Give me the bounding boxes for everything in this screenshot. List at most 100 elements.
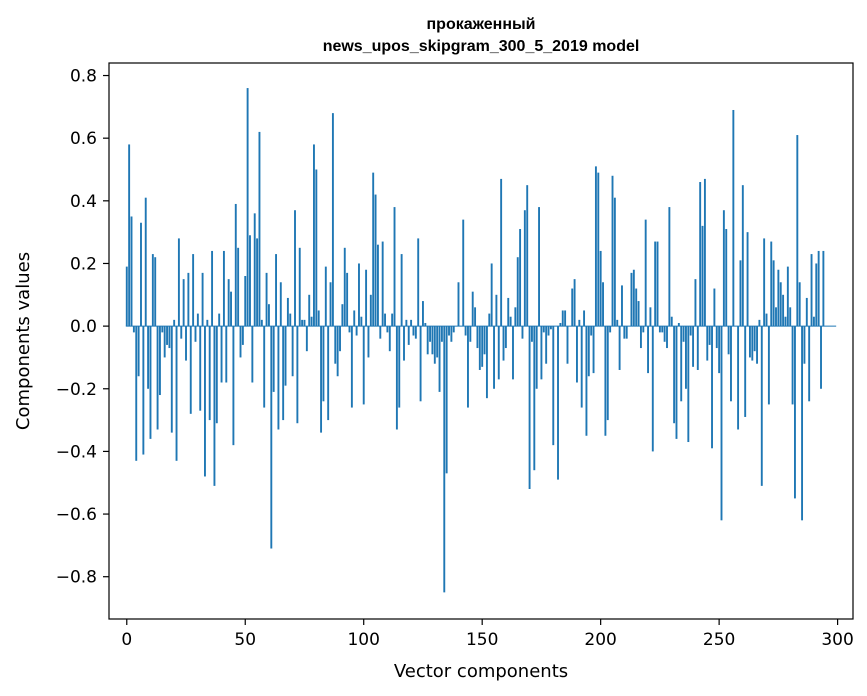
bar-294 — [822, 250, 825, 327]
bar-22 — [177, 238, 180, 327]
bar-114 — [395, 326, 398, 430]
x-axis-ticks: 0 50 100 150 200 250 300 — [121, 619, 854, 650]
bar-200 — [599, 250, 602, 327]
bar-162 — [509, 316, 512, 327]
bar-223 — [654, 241, 657, 327]
bar-284 — [798, 282, 801, 327]
bar-142 — [462, 219, 465, 327]
bar-163 — [512, 326, 514, 380]
bar-73 — [298, 247, 301, 327]
bar-259 — [739, 260, 742, 327]
y-tick-label-0.4: 0.4 — [70, 192, 97, 212]
bar-101 — [365, 269, 368, 327]
x-tick-label-250: 250 — [703, 630, 735, 650]
bar-3 — [132, 326, 135, 333]
bar-124 — [419, 326, 422, 402]
bar-65 — [279, 282, 282, 327]
bar-77 — [308, 294, 311, 327]
bar-161 — [507, 297, 510, 327]
x-tick-label-300: 300 — [821, 630, 853, 650]
bar-191 — [578, 319, 581, 327]
bar-265 — [753, 326, 756, 352]
bar-110 — [386, 326, 389, 333]
bar-130 — [433, 326, 436, 364]
bar-214 — [632, 269, 635, 327]
bar-222 — [651, 326, 654, 452]
bar-42 — [225, 326, 228, 383]
bar-256 — [732, 109, 735, 327]
bar-272 — [770, 241, 773, 327]
bar-246 — [708, 326, 711, 345]
bar-84 — [324, 266, 327, 327]
bar-174 — [538, 207, 540, 327]
bar-239 — [692, 326, 695, 367]
bar-79 — [313, 144, 315, 327]
bar-190 — [576, 326, 578, 383]
bar-213 — [630, 272, 633, 327]
bar-171 — [530, 326, 533, 342]
bar-255 — [730, 326, 732, 402]
bar-140 — [457, 282, 460, 327]
bar-287 — [805, 297, 808, 327]
bar-6 — [140, 222, 142, 327]
bar-288 — [808, 326, 811, 402]
bar-245 — [706, 326, 709, 361]
bar-81 — [317, 310, 320, 327]
bars-group — [125, 88, 825, 593]
bar-136 — [448, 326, 450, 336]
bar-234 — [680, 326, 683, 402]
bar-208 — [618, 326, 621, 370]
bar-169 — [526, 185, 529, 327]
bar-18 — [168, 326, 171, 349]
bar-180 — [552, 326, 555, 446]
bar-78 — [310, 316, 313, 327]
x-tick-label-0: 0 — [121, 630, 132, 650]
x-tick-label-150: 150 — [466, 630, 498, 650]
bar-118 — [405, 319, 408, 327]
bar-21 — [175, 326, 178, 461]
bar-165 — [516, 257, 519, 327]
bar-103 — [369, 294, 372, 327]
bar-172 — [533, 326, 536, 471]
bar-45 — [232, 326, 235, 446]
bar-274 — [775, 307, 777, 327]
bar-128 — [429, 326, 432, 342]
bar-268 — [760, 326, 763, 486]
bar-228 — [666, 326, 668, 349]
bar-179 — [549, 326, 552, 330]
bar-116 — [400, 254, 403, 327]
bar-183 — [559, 322, 562, 327]
bar-35 — [208, 326, 211, 421]
bar-125 — [422, 301, 424, 327]
bar-76 — [305, 326, 308, 352]
bar-131 — [436, 326, 439, 358]
bar-285 — [801, 326, 804, 521]
bar-286 — [803, 326, 806, 364]
bar-196 — [590, 326, 593, 336]
bar-82 — [320, 326, 323, 433]
bar-220 — [647, 326, 649, 374]
bar-4 — [135, 326, 138, 461]
bar-282 — [794, 326, 796, 499]
x-tick-label-50: 50 — [234, 630, 256, 650]
bar-224 — [656, 241, 659, 327]
bar-249 — [715, 326, 718, 349]
bar-230 — [670, 316, 673, 327]
y-axis-ticks: −0.8 −0.6 −0.4 −0.2 0.0 0.2 0.4 0.6 0.8 — [56, 67, 109, 588]
bar-151 — [483, 326, 486, 355]
bar-173 — [535, 326, 538, 389]
bar-59 — [265, 272, 268, 327]
bar-258 — [737, 326, 740, 430]
bar-115 — [398, 326, 401, 408]
bar-273 — [772, 260, 775, 327]
bar-52 — [249, 235, 251, 327]
bar-150 — [481, 326, 484, 367]
bar-232 — [675, 326, 678, 439]
bar-12 — [154, 257, 157, 327]
bar-186 — [566, 326, 569, 364]
bar-123 — [417, 238, 420, 327]
bar-50 — [244, 276, 247, 327]
bar-63 — [275, 254, 277, 327]
bar-145 — [469, 326, 472, 342]
bar-149 — [478, 326, 481, 370]
